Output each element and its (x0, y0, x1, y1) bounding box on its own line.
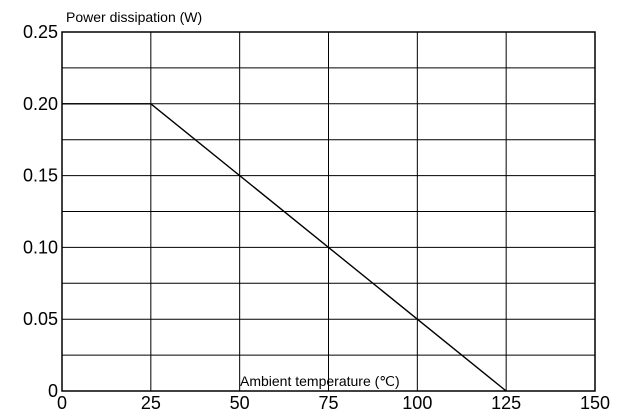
y-tick-label: 0.20 (23, 94, 58, 114)
y-tick-label: 0 (48, 381, 58, 401)
y-tick-label: 0.10 (23, 237, 58, 257)
y-tick-label: 0.25 (23, 22, 58, 42)
y-tick-label: 0.15 (23, 166, 58, 186)
series-layer (62, 103, 507, 392)
series-line (62, 103, 507, 392)
x-tick-label: 0 (57, 393, 67, 413)
x-tick-label: 50 (230, 393, 250, 413)
x-axis-label: Ambient temperature (℃) (240, 373, 400, 389)
x-tick-label: 125 (491, 393, 521, 413)
y-axis-label: Power dissipation (W) (66, 9, 202, 25)
x-tick-label: 150 (580, 393, 610, 413)
x-tick-label: 100 (402, 393, 432, 413)
x-tick-label: 75 (318, 393, 338, 413)
plot-frame (61, 31, 596, 392)
y-tick-label: 0.05 (23, 309, 58, 329)
x-tick-label: 25 (141, 393, 161, 413)
grid (62, 32, 595, 391)
y-tick-labels: 0 0.05 0.10 0.15 0.20 0.25 (23, 22, 58, 401)
x-tick-labels: 0 25 50 75 100 125 150 (57, 393, 610, 413)
